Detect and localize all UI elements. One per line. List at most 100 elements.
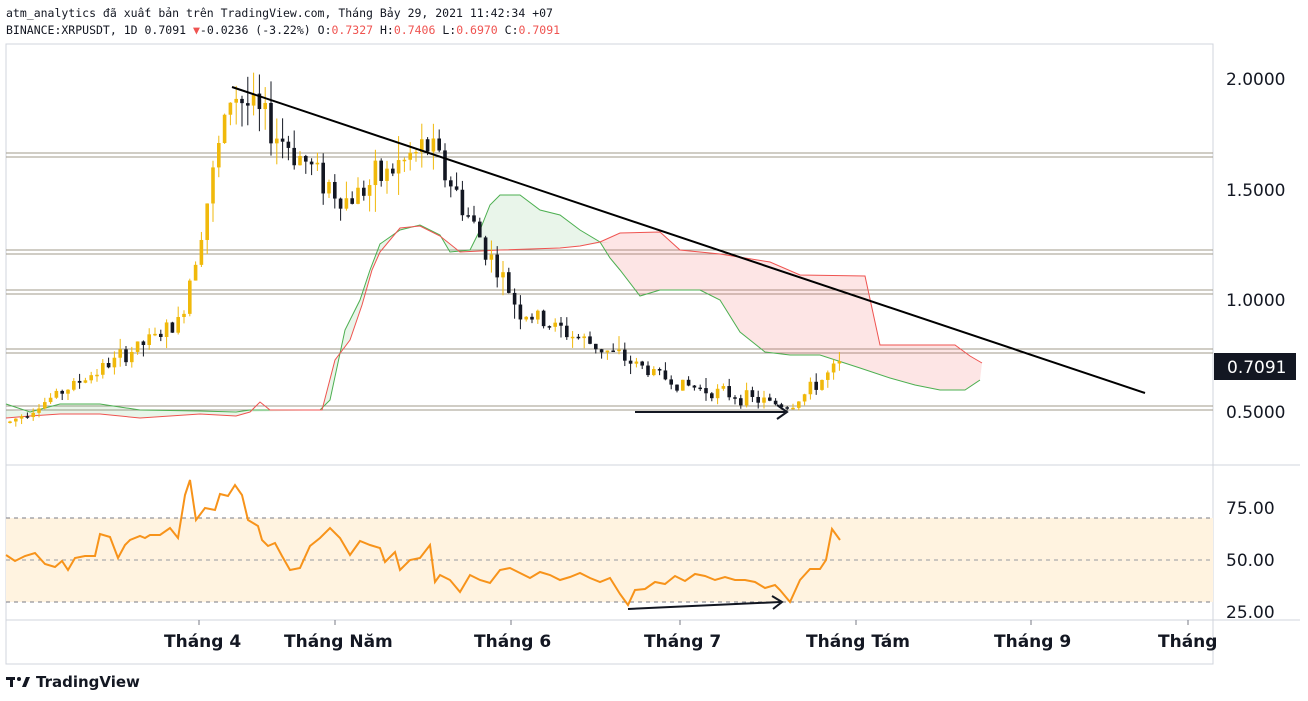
candle-down[interactable] xyxy=(257,93,262,110)
candle-up[interactable] xyxy=(263,102,267,110)
candle-down[interactable] xyxy=(530,316,534,320)
candle-down[interactable] xyxy=(304,155,308,162)
candle-down[interactable] xyxy=(785,407,789,409)
candle-up[interactable] xyxy=(89,375,93,381)
candle-down[interactable] xyxy=(756,396,760,403)
candle-down[interactable] xyxy=(599,349,604,353)
candle-down[interactable] xyxy=(286,141,291,148)
horizontal-levels[interactable] xyxy=(6,152,1213,411)
candle-up[interactable] xyxy=(31,412,35,418)
candle-up[interactable] xyxy=(385,168,389,181)
candle-up[interactable] xyxy=(176,316,180,333)
candle-down[interactable] xyxy=(443,150,447,181)
candle-up[interactable] xyxy=(744,390,749,406)
candle-down[interactable] xyxy=(460,189,465,216)
candle-down[interactable] xyxy=(449,180,453,187)
candle-up[interactable] xyxy=(147,334,151,346)
candle-up[interactable] xyxy=(356,187,360,204)
candle-down[interactable] xyxy=(159,333,163,337)
candle-down[interactable] xyxy=(773,400,778,405)
candle-up[interactable] xyxy=(501,272,505,278)
candle-down[interactable] xyxy=(541,310,546,327)
candle-up[interactable] xyxy=(605,350,610,353)
candle-up[interactable] xyxy=(634,361,639,364)
candle-down[interactable] xyxy=(472,215,476,222)
candle-down[interactable] xyxy=(657,369,662,371)
candle-down[interactable] xyxy=(106,363,111,368)
candle-down[interactable] xyxy=(727,386,731,398)
candle-up[interactable] xyxy=(808,381,813,395)
candle-down[interactable] xyxy=(77,380,82,383)
candle-up[interactable] xyxy=(373,160,378,186)
candle-down[interactable] xyxy=(588,336,592,344)
candle-up[interactable] xyxy=(831,363,836,373)
candle-down[interactable] xyxy=(669,379,673,385)
descending-trendline[interactable] xyxy=(231,86,1146,394)
candle-down[interactable] xyxy=(437,138,441,151)
candle-up[interactable] xyxy=(95,374,99,377)
candle-down[interactable] xyxy=(698,387,702,390)
candle-down[interactable] xyxy=(768,397,772,401)
candle-up[interactable] xyxy=(72,380,76,390)
candle-up[interactable] xyxy=(222,114,227,144)
candle-up[interactable] xyxy=(344,198,349,209)
candle-up[interactable] xyxy=(43,402,47,409)
symbol-label[interactable]: BINANCE:XRPUSDT, 1D xyxy=(6,23,138,37)
candle-up[interactable] xyxy=(408,152,412,160)
candle-down[interactable] xyxy=(507,272,511,293)
candle-up[interactable] xyxy=(762,397,766,403)
candle-up[interactable] xyxy=(524,316,528,320)
candle-up[interactable] xyxy=(83,380,88,383)
candle-down[interactable] xyxy=(739,398,743,406)
candle-down[interactable] xyxy=(60,390,64,394)
candle-down[interactable] xyxy=(454,186,459,190)
candle-up[interactable] xyxy=(275,138,279,144)
candle-up[interactable] xyxy=(199,239,204,265)
candle-down[interactable] xyxy=(170,322,175,333)
candle-down[interactable] xyxy=(280,138,285,142)
candle-down[interactable] xyxy=(379,160,383,181)
candle-up[interactable] xyxy=(402,159,407,162)
candle-up[interactable] xyxy=(315,162,320,165)
candle-up[interactable] xyxy=(118,349,122,358)
candle-up[interactable] xyxy=(164,322,169,337)
candle-up[interactable] xyxy=(66,389,70,394)
candle-down[interactable] xyxy=(623,349,627,361)
candle-down[interactable] xyxy=(246,103,250,106)
candle-up[interactable] xyxy=(182,313,186,317)
candle-down[interactable] xyxy=(710,393,714,399)
candle-up[interactable] xyxy=(802,394,807,402)
candle-down[interactable] xyxy=(547,326,552,328)
candle-up[interactable] xyxy=(791,407,795,410)
candle-down[interactable] xyxy=(478,221,482,238)
candle-down[interactable] xyxy=(559,322,563,326)
candle-down[interactable] xyxy=(594,343,598,350)
candle-down[interactable] xyxy=(350,198,354,204)
candle-up[interactable] xyxy=(153,333,157,336)
candle-up[interactable] xyxy=(367,185,372,196)
candle-up[interactable] xyxy=(19,416,24,419)
candle-up[interactable] xyxy=(54,390,59,398)
candle-up[interactable] xyxy=(8,421,12,423)
candle-up[interactable] xyxy=(431,138,436,152)
candle-down[interactable] xyxy=(686,379,691,386)
candle-down[interactable] xyxy=(663,370,668,380)
price-divergence-arrow[interactable] xyxy=(635,404,789,420)
candle-down[interactable] xyxy=(640,361,644,366)
candle-up[interactable] xyxy=(617,349,621,352)
candle-up[interactable] xyxy=(135,341,140,352)
candle-down[interactable] xyxy=(333,181,337,199)
candle-down[interactable] xyxy=(292,147,296,166)
candle-up[interactable] xyxy=(251,93,256,106)
candle-up[interactable] xyxy=(188,280,192,314)
candle-down[interactable] xyxy=(518,304,523,320)
candle-up[interactable] xyxy=(37,408,41,413)
candle-up[interactable] xyxy=(721,386,726,389)
candle-down[interactable] xyxy=(362,187,366,196)
candle-up[interactable] xyxy=(797,401,801,408)
candle-down[interactable] xyxy=(576,336,581,339)
candle-down[interactable] xyxy=(692,385,697,388)
candle-up[interactable] xyxy=(211,167,215,204)
candle-up[interactable] xyxy=(130,351,134,363)
